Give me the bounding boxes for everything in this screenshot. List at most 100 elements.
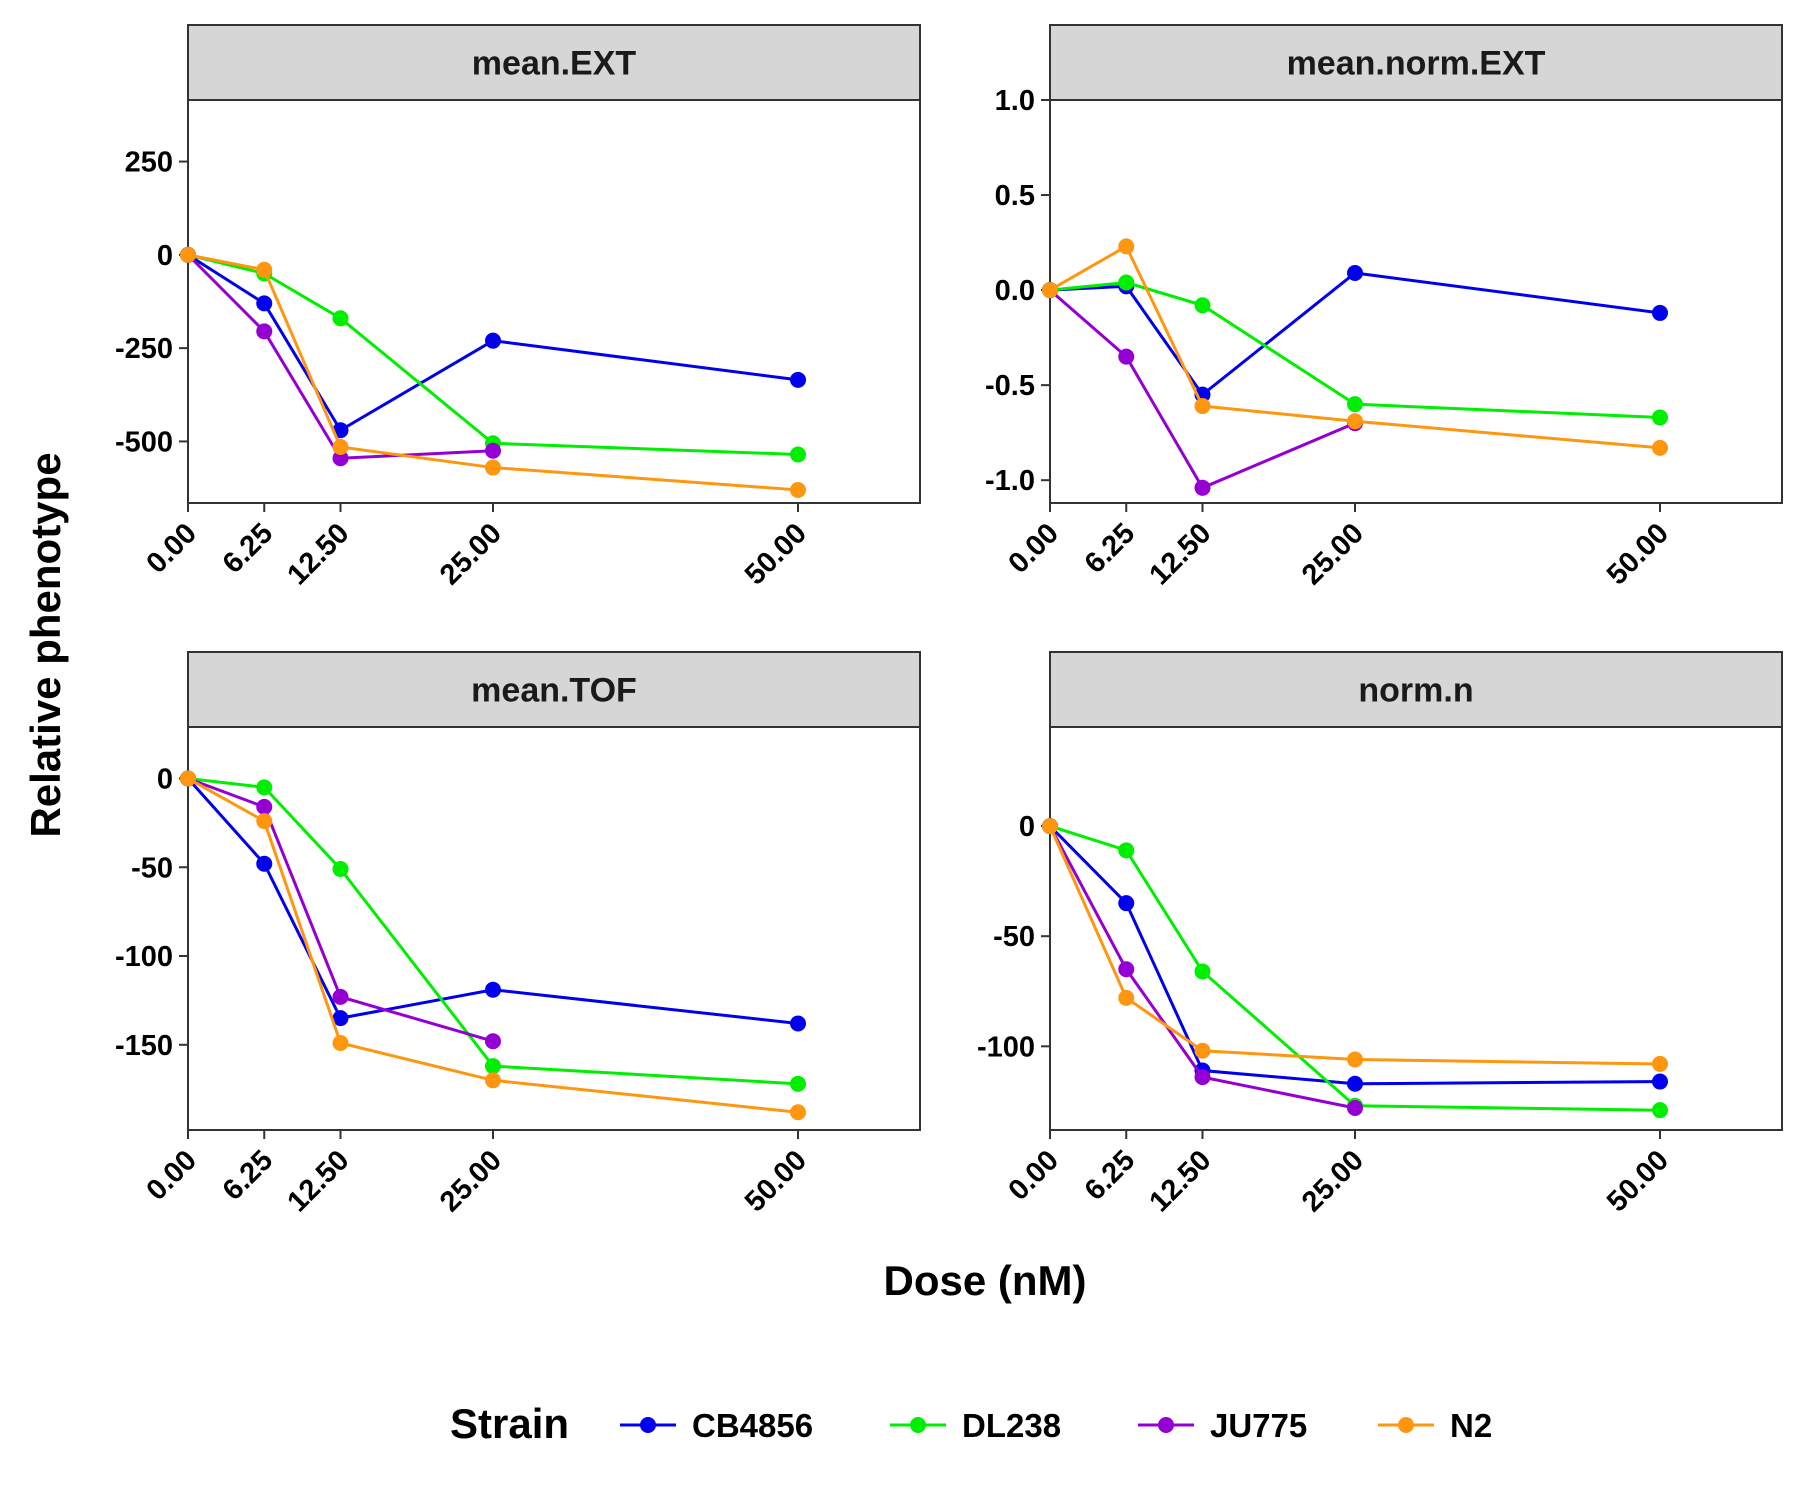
data-point-ju775 <box>485 442 501 459</box>
y-tick-label: 1.0 <box>995 85 1035 117</box>
data-point-n2 <box>1118 238 1135 255</box>
data-point-ju775 <box>1194 479 1211 496</box>
series-line-ju775 <box>186 253 494 460</box>
data-point-cb4856 <box>485 981 501 998</box>
panel-strip-mean-norm-ext <box>1049 24 1783 101</box>
data-point-dl238 <box>332 310 349 327</box>
y-tick-label: 0 <box>1019 811 1035 843</box>
data-point-cb4856 <box>790 371 806 388</box>
y-tick-label: -1.0 <box>985 465 1035 497</box>
x-tick-label: 25.00 <box>1296 1144 1370 1218</box>
y-tick-label: 0.0 <box>995 275 1035 307</box>
legend-entry-n2: N2 <box>1378 1407 1492 1444</box>
y-tick-label: -100 <box>977 1031 1035 1063</box>
data-point-cb4856 <box>1347 264 1363 281</box>
y-tick-label: 0.5 <box>995 180 1035 212</box>
data-point-n2 <box>332 439 349 456</box>
data-point-cb4856 <box>1652 1073 1668 1090</box>
x-tick-label: 50.00 <box>739 517 813 591</box>
data-point-ju775 <box>256 798 273 815</box>
y-tick-label: -250 <box>115 333 173 365</box>
series-cb4856 <box>180 246 806 439</box>
x-tick-label: 6.25 <box>217 517 280 580</box>
legend-entry-cb4856: CB4856 <box>620 1407 813 1444</box>
data-point-n2 <box>1194 1042 1211 1059</box>
data-point-ju775 <box>1118 961 1135 978</box>
series-line-ju775 <box>187 777 494 1043</box>
panel-norm-n: norm.n -100 -50 0 0.00 6.25 12.50 25.00 50.00 <box>977 651 1783 1218</box>
x-tick-label: 12.50 <box>282 1144 356 1218</box>
legend-key-point <box>910 1417 926 1433</box>
x-tick-label: 25.00 <box>434 517 508 591</box>
y-tick-label: -50 <box>131 852 173 884</box>
y-tick-label: -50 <box>993 921 1035 953</box>
data-point-dl238 <box>1347 396 1363 413</box>
data-point-n2 <box>1042 282 1058 299</box>
legend-key-point <box>1158 1417 1174 1433</box>
panel-strip-mean-ext <box>187 24 921 101</box>
series-n2 <box>1042 818 1668 1072</box>
panel-frame-norm-n <box>1049 726 1783 1131</box>
y-tick-label: 250 <box>125 147 173 179</box>
y-tick-label: 0 <box>157 240 173 272</box>
data-point-cb4856 <box>790 1015 806 1032</box>
data-point-cb4856 <box>485 332 501 349</box>
x-tick-label: 25.00 <box>1296 517 1370 591</box>
x-tick-label: 6.25 <box>217 1144 280 1207</box>
data-point-ju775 <box>1194 1069 1211 1086</box>
data-point-n2 <box>1347 413 1363 430</box>
x-tick-label: 0.00 <box>140 1144 203 1207</box>
data-point-dl238 <box>790 446 806 463</box>
data-point-n2 <box>485 459 501 476</box>
x-axis-title: Dose (nM) <box>884 1257 1087 1304</box>
panel-frame-mean-norm-ext <box>1049 99 1783 504</box>
legend-label: DL238 <box>962 1407 1061 1444</box>
y-tick-label: 0 <box>157 763 173 795</box>
data-point-ju775 <box>485 1033 501 1050</box>
x-tick-label: 0.00 <box>1002 517 1065 580</box>
panel-title-mean-tof: mean.TOF <box>471 672 637 710</box>
x-tick-label: 25.00 <box>434 1144 508 1218</box>
data-point-cb4856 <box>256 855 273 872</box>
data-point-dl238 <box>1118 274 1135 291</box>
legend-label: N2 <box>1450 1407 1492 1444</box>
y-tick-label: -0.5 <box>985 370 1035 402</box>
x-tick-label: 50.00 <box>739 1144 813 1218</box>
data-point-cb4856 <box>256 295 273 312</box>
x-tick-label: 50.00 <box>1601 1144 1675 1218</box>
x-tick-label: 6.25 <box>1079 1144 1142 1207</box>
data-point-ju775 <box>332 988 349 1005</box>
series-n2 <box>180 246 806 498</box>
data-point-n2 <box>1347 1051 1363 1068</box>
data-point-dl238 <box>1194 297 1211 314</box>
data-point-dl238 <box>256 779 273 796</box>
data-point-n2 <box>1652 439 1668 456</box>
data-point-n2 <box>1652 1055 1668 1072</box>
data-point-ju775 <box>1118 348 1135 365</box>
x-tick-label: 0.00 <box>140 517 203 580</box>
x-tick-label: 50.00 <box>1601 517 1675 591</box>
y-tick-label: -500 <box>115 426 173 458</box>
data-point-n2 <box>256 261 273 278</box>
data-point-n2 <box>180 246 196 263</box>
series-n2 <box>180 770 806 1121</box>
panel-frame-mean-tof <box>187 726 921 1131</box>
data-point-n2 <box>180 770 196 787</box>
data-point-ju775 <box>256 323 273 340</box>
data-point-n2 <box>790 481 806 498</box>
panel-title-mean-norm-ext: mean.norm.EXT <box>1287 45 1546 83</box>
data-point-ju775 <box>332 450 349 467</box>
legend-entry-dl238: DL238 <box>890 1407 1061 1444</box>
data-point-dl238 <box>1118 842 1135 859</box>
x-tick-label: 12.50 <box>282 517 356 591</box>
legend-key-point <box>640 1417 656 1433</box>
panel-strip-norm-n <box>1049 651 1783 728</box>
data-point-dl238 <box>1194 963 1211 980</box>
x-tick-label: 12.50 <box>1144 517 1218 591</box>
panel-mean-tof: mean.TOF -150 -100 -50 0 0.00 6.25 12.50 25.00 50… <box>115 651 921 1218</box>
series-line-ju775 <box>1049 288 1356 490</box>
series-dl238 <box>180 770 806 1092</box>
data-point-cb4856 <box>1347 1075 1363 1092</box>
panel-title-norm-n: norm.n <box>1358 672 1473 710</box>
